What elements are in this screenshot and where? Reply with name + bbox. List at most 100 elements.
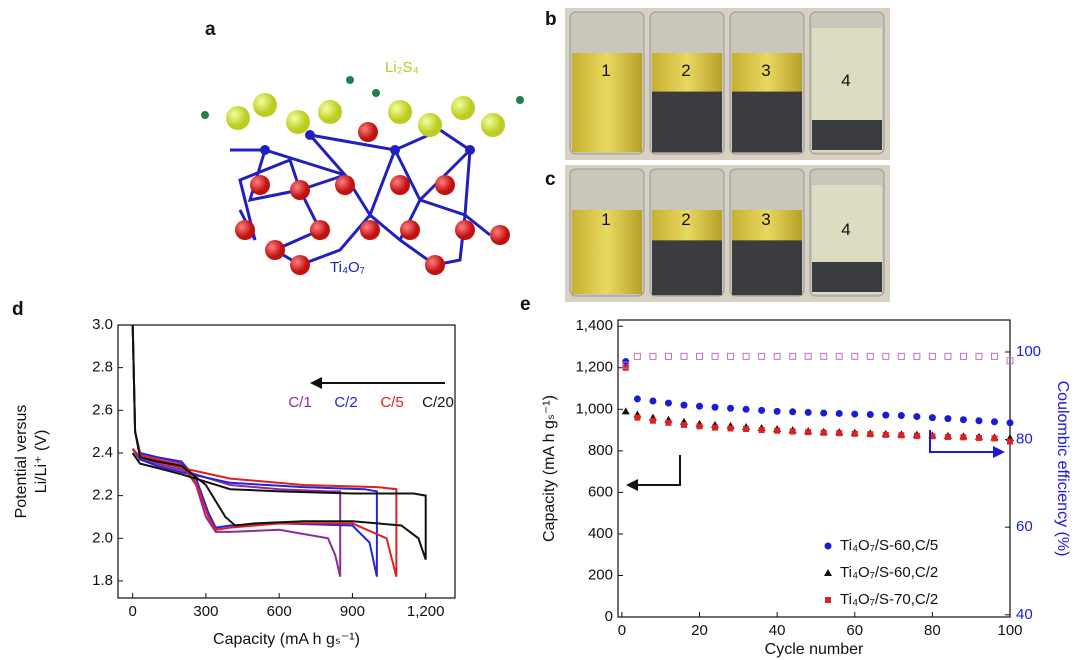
point [1006, 419, 1014, 427]
arrow-head [626, 479, 638, 491]
point [664, 352, 672, 360]
point [975, 352, 983, 360]
y-tick-label: 800 [588, 442, 613, 459]
species-label: Li₂S₄ [385, 59, 419, 76]
vial-number: 1 [601, 61, 610, 80]
point [649, 352, 657, 360]
y2-tick-label: 40 [1016, 606, 1033, 623]
point [944, 352, 952, 360]
vial-number: 2 [681, 61, 690, 80]
rate-label: C/20 [422, 394, 454, 411]
point [680, 352, 688, 360]
vial-number: 4 [841, 71, 850, 90]
point [664, 399, 672, 407]
point [1006, 357, 1014, 365]
rate-label: C/2 [334, 394, 357, 411]
point [742, 352, 750, 360]
x-tick-label: 300 [193, 603, 218, 620]
point [727, 404, 735, 412]
point [929, 433, 936, 440]
point [975, 434, 982, 441]
point [665, 419, 672, 426]
y-tick-label: 0 [605, 608, 613, 625]
point [727, 352, 735, 360]
curve [131, 324, 378, 577]
legend-label: Ti₄O₇/S-60,C/5 [840, 537, 938, 554]
point [711, 403, 719, 411]
rate-label: C/1 [288, 394, 311, 411]
legend-label: Ti₄O₇/S-70,C/2 [840, 591, 938, 608]
rate-label: C/5 [380, 394, 403, 411]
y-tick-label: 200 [588, 566, 613, 583]
x-tick-label: 600 [267, 603, 292, 620]
x-tick-label: 0 [618, 622, 626, 639]
curve [131, 324, 427, 560]
atoms [201, 76, 524, 275]
legend-label: Ti₄O₇/S-60,C/2 [840, 564, 938, 581]
vial-number: 3 [761, 210, 770, 229]
point [804, 408, 812, 416]
point [944, 433, 951, 440]
point [882, 411, 890, 419]
panel-label: d [12, 299, 24, 320]
powder [732, 91, 802, 153]
arrow-head [993, 446, 1005, 458]
chart-e: 0 20 40 60 80 100 0 200 400 600 800 1,000 1,200 1,400… [541, 317, 1071, 658]
annotation-arrow [636, 455, 681, 486]
y2-tick-label: 60 [1016, 518, 1033, 535]
point [696, 423, 703, 430]
y-tick-label: 400 [588, 525, 613, 542]
species-label: Ti₄O₇ [330, 259, 365, 276]
y-tick-label: 600 [588, 483, 613, 500]
point [959, 352, 967, 360]
x-tick-label: 0 [128, 603, 136, 620]
y-tick-label: 1,200 [575, 359, 613, 376]
point [622, 358, 630, 366]
point [913, 352, 921, 360]
point [913, 432, 920, 439]
powder [652, 240, 722, 296]
point [820, 352, 828, 360]
point [789, 408, 797, 416]
point [897, 352, 905, 360]
point [633, 352, 641, 360]
y-tick-label: 1.8 [92, 572, 113, 589]
arrow-head [310, 377, 322, 389]
point [743, 426, 750, 433]
y-axis-label: Li/Li⁺ (V) [33, 430, 50, 494]
liquid [572, 53, 642, 152]
legend-marker [825, 597, 831, 603]
point [680, 421, 687, 428]
powder [812, 262, 882, 292]
panel-label: a [205, 19, 216, 40]
plot-frame [617, 319, 1011, 618]
point [835, 352, 843, 360]
point [975, 417, 983, 425]
point [696, 352, 704, 360]
point [851, 410, 859, 418]
point [820, 409, 828, 417]
point [835, 409, 843, 417]
point [727, 425, 734, 432]
y2-tick-label: 100 [1016, 343, 1041, 360]
point [867, 431, 874, 438]
x-tick-label: 60 [846, 622, 863, 639]
point [882, 352, 890, 360]
powder [652, 91, 722, 153]
liquid [572, 210, 642, 294]
panel-label: b [545, 9, 557, 30]
x-tick-label: 20 [691, 622, 708, 639]
point [773, 407, 781, 415]
point [680, 401, 688, 409]
point [866, 352, 874, 360]
y-tick-label: 2.4 [92, 444, 113, 461]
x-tick-label: 100 [997, 622, 1022, 639]
annotation-arrow [929, 430, 995, 453]
point [696, 402, 704, 410]
point [990, 352, 998, 360]
point [804, 352, 812, 360]
photos: 1 2 3 4 1 2 3 4 [565, 8, 890, 302]
x-tick-label: 40 [769, 622, 786, 639]
point [774, 427, 781, 434]
